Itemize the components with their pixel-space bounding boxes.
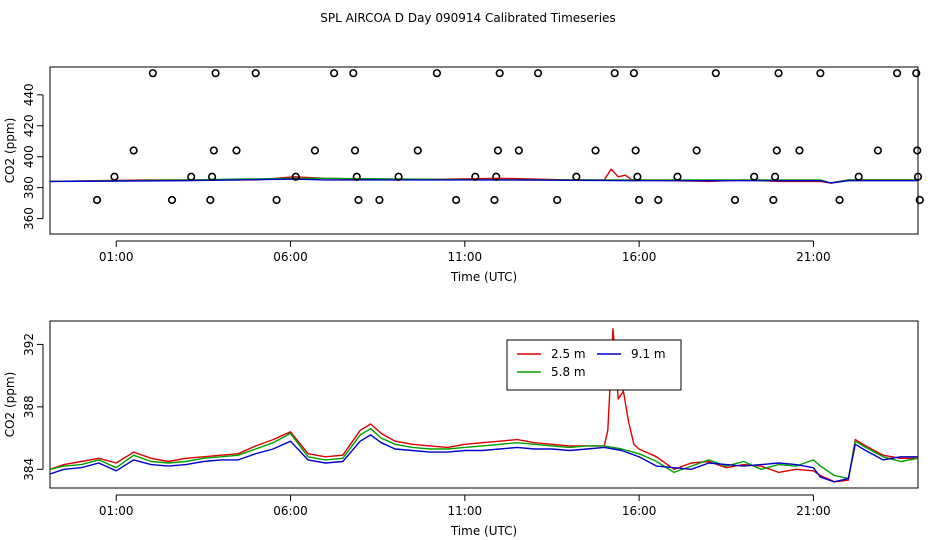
calibration-point xyxy=(452,195,461,205)
series-line-9-1-m xyxy=(49,178,918,184)
calibration-point xyxy=(207,172,217,181)
calibration-point xyxy=(349,69,358,78)
calibration-point xyxy=(835,195,844,205)
series-line-2-5-m xyxy=(49,328,918,483)
x-tick-label: 01:00 xyxy=(99,504,134,518)
calibration-point xyxy=(873,146,883,155)
calibration-point xyxy=(610,69,619,78)
calibration-point xyxy=(795,146,804,155)
calibration-point xyxy=(375,195,384,205)
x-tick-label: 06:00 xyxy=(273,504,308,518)
x-tick-label: 01:00 xyxy=(99,250,134,264)
calibration-point xyxy=(770,172,780,181)
calibration-point xyxy=(711,69,720,78)
x-tick-label: 21:00 xyxy=(796,504,831,518)
series-line-9-1-m xyxy=(49,434,918,483)
calibration-point xyxy=(209,146,218,155)
calibration-point xyxy=(816,69,825,78)
calibration-point xyxy=(492,172,501,181)
calibration-point xyxy=(471,172,480,181)
calibration-point xyxy=(533,69,543,78)
x-axis-label: Time (UTC) xyxy=(450,524,517,538)
legend-label: 2.5 m xyxy=(551,347,586,361)
figure-title: SPL AIRCOA D Day 090914 Calibrated Times… xyxy=(320,11,615,25)
calibration-point xyxy=(354,195,363,205)
calibration-point xyxy=(291,172,300,181)
calibration-point xyxy=(892,69,902,78)
x-tick-label: 06:00 xyxy=(273,250,308,264)
legend-label: 9.1 m xyxy=(631,347,666,361)
calibration-point xyxy=(692,146,701,155)
calibration-point xyxy=(167,195,177,205)
calibration-point xyxy=(633,172,642,181)
plot-frame xyxy=(49,320,919,489)
calibration-point xyxy=(629,69,638,78)
y-tick-label: 380 xyxy=(22,176,36,199)
calibration-point xyxy=(553,195,562,205)
calibration-point xyxy=(432,69,442,78)
calibration-point xyxy=(654,195,663,205)
calibration-point xyxy=(772,146,781,155)
calibration-point xyxy=(232,146,241,155)
calibration-point xyxy=(206,195,215,205)
calibration-point xyxy=(148,69,157,78)
calibration-point xyxy=(350,146,360,155)
x-tick-label: 11:00 xyxy=(448,504,483,518)
calibration-point xyxy=(110,172,119,181)
calibration-point xyxy=(915,195,924,205)
y-tick-label: 388 xyxy=(22,395,36,418)
x-tick-label: 16:00 xyxy=(622,504,657,518)
x-axis-label: Time (UTC) xyxy=(450,270,517,284)
calibration-point xyxy=(774,69,783,78)
legend-label: 5.8 m xyxy=(551,365,586,379)
calibration-point xyxy=(631,146,640,155)
x-tick-label: 21:00 xyxy=(796,250,831,264)
y-tick-label: 420 xyxy=(22,114,36,137)
calibration-point xyxy=(92,195,102,205)
y-tick-label: 384 xyxy=(22,458,36,481)
x-tick-label: 16:00 xyxy=(622,250,657,264)
calibration-point xyxy=(413,146,422,155)
calibration-point xyxy=(310,146,320,155)
y-axis-label: CO2 (ppm) xyxy=(3,118,17,184)
calibration-point xyxy=(211,69,220,78)
calibration-point xyxy=(913,146,922,155)
calibration-point xyxy=(591,146,600,155)
calibration-point xyxy=(187,172,196,181)
plot-frame xyxy=(49,66,919,235)
calibration-point xyxy=(514,146,523,155)
calibration-point xyxy=(572,172,581,181)
calibration-point xyxy=(750,172,759,181)
calibration-point xyxy=(394,172,403,181)
calibration-point xyxy=(635,195,644,205)
calibration-point xyxy=(495,69,504,78)
calibration-point xyxy=(493,146,503,155)
calibration-point xyxy=(330,69,339,78)
calibration-point xyxy=(913,172,923,181)
top-panel: 01:00 06:00 11:00 16:00 21:00 Time (UTC) 360 38… xyxy=(3,66,924,284)
calibration-point xyxy=(912,69,921,78)
y-tick-label: 392 xyxy=(22,333,36,356)
y-tick-label: 400 xyxy=(22,145,36,168)
calibration-point xyxy=(352,172,361,181)
calibration-point xyxy=(769,195,778,205)
calibration-point xyxy=(730,195,740,205)
calibration-point xyxy=(854,172,863,181)
bottom-panel: 01:00 06:00 11:00 16:00 21:00 Time (UTC) 384 38… xyxy=(3,320,919,538)
legend-box xyxy=(506,339,682,391)
calibration-point xyxy=(129,146,138,155)
calibration-point xyxy=(673,172,682,181)
calibration-point xyxy=(490,195,499,205)
calibration-point xyxy=(272,195,281,205)
y-axis-label: CO2 (ppm) xyxy=(3,372,17,438)
x-tick-label: 11:00 xyxy=(448,250,483,264)
calibration-point xyxy=(251,69,260,78)
y-tick-label: 440 xyxy=(22,83,36,106)
y-tick-label: 360 xyxy=(22,207,36,230)
